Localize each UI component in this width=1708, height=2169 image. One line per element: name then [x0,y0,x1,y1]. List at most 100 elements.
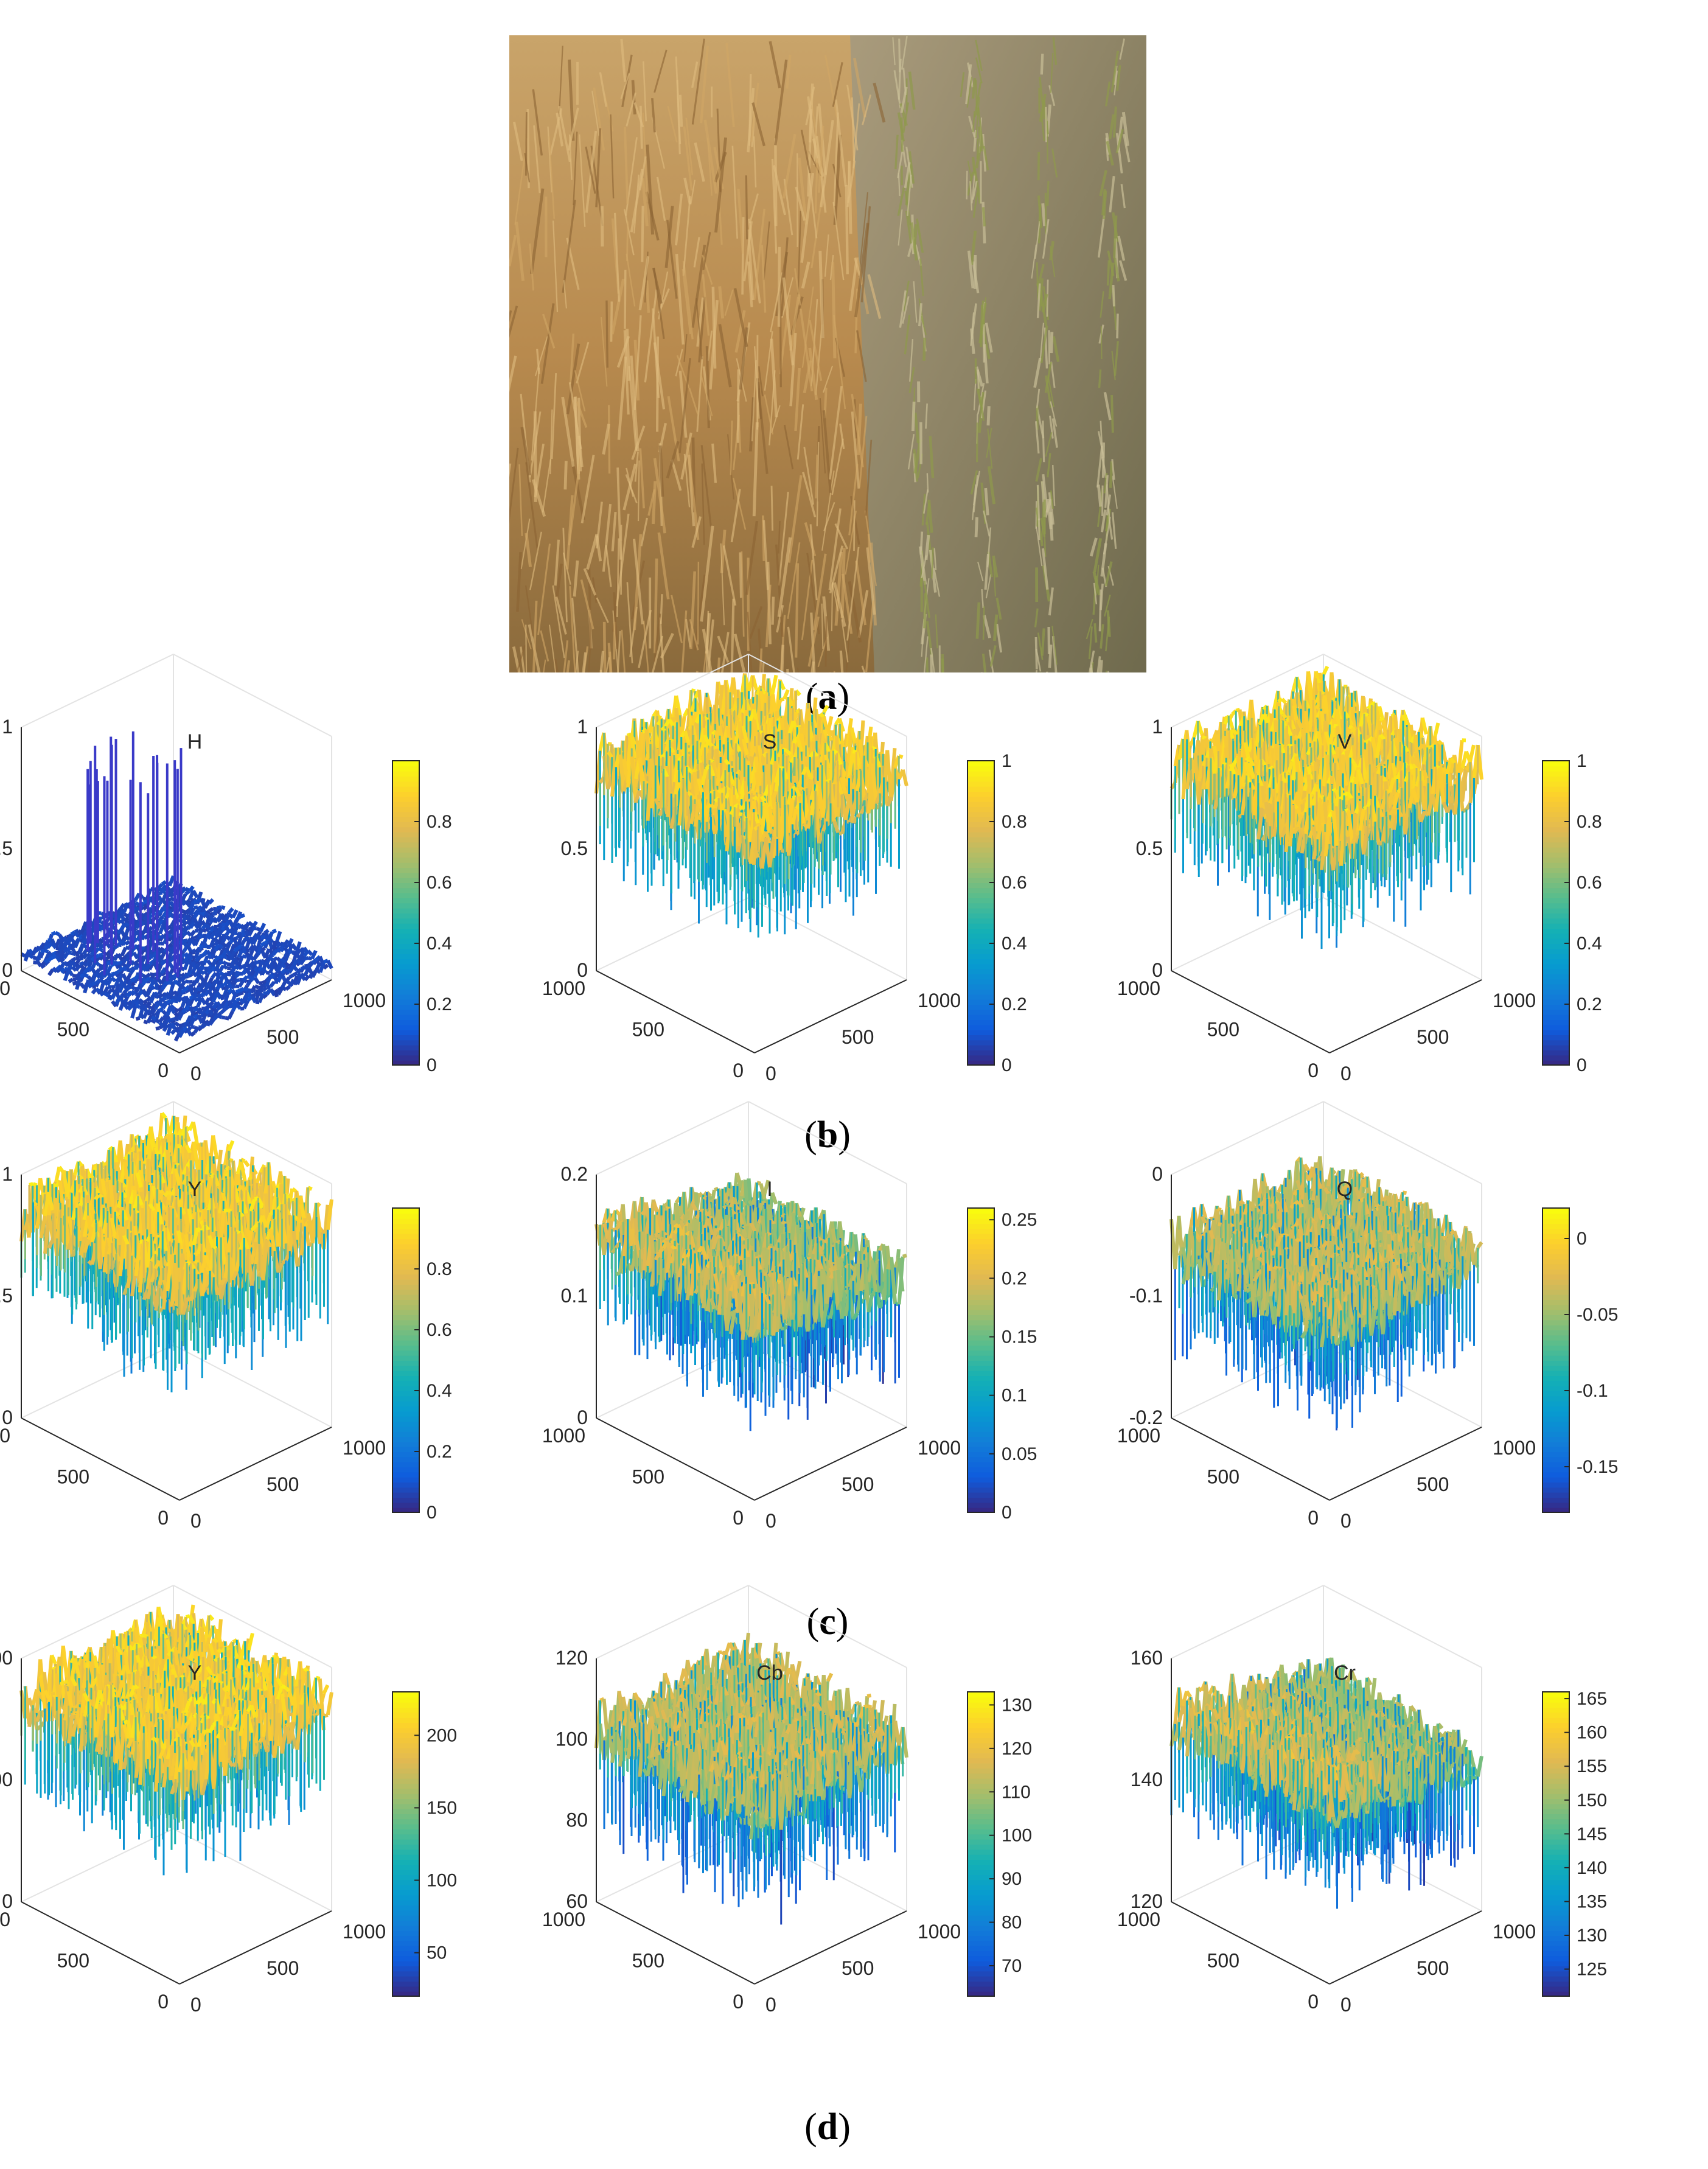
colorbar-tick-label: 0.15 [1002,1327,1037,1347]
colorbar: 0 0.05 0.1 0.15 0.2 0.25 [967,1207,1037,1523]
x-tick-label: 500 [1417,1473,1449,1495]
plot-title: Y [188,1661,202,1685]
y-tick-label: 0 [158,1060,169,1081]
colorbar-tick-label: 140 [1577,1858,1607,1878]
colorbar-tick-label: 0 [1577,1229,1587,1249]
x-tick-label: 500 [267,1473,299,1495]
y-tick-label: 0 [1308,1991,1319,2013]
colorbar-tick-label: 0.2 [1002,994,1027,1015]
surface-mesh [1169,1657,1483,1909]
surface-mesh [1169,1156,1483,1431]
z-tick-label: 0 [577,1406,588,1428]
surface-plot-cb: 60 80 100 120 0 500 1000 0 500 1000 Cb 70 80 90 100 110… [542,1585,1104,2045]
y-tick-label: 500 [57,1466,89,1488]
z-tick-label: 1 [1152,716,1163,738]
axis-lines [21,1658,332,1985]
colorbar-tick-label: 135 [1577,1891,1607,1912]
z-tick-label: 100 [556,1728,588,1750]
plot-svg: 1201401600500100005001000Cr1251301351401… [1117,1585,1607,2016]
x-tick-label: 1000 [918,990,961,1011]
colorbar-tick-label: 0 [1577,1055,1587,1075]
z-tick-label: 0.5 [1136,837,1163,859]
z-tick-label: 0 [2,959,13,981]
x-tick-label: 0 [765,1994,776,2016]
colorbar-tick-label: 120 [1002,1739,1032,1759]
z-tick-label: 0.5 [0,1285,13,1307]
plot-svg: -0.2-0.100500100005001000Q-0.15-0.1-0.05… [1117,1101,1618,1532]
surface-plot-v: 0 0.5 1 0 500 1000 0 500 1000 V 0 0.2 0.4 0.6 0.8 1 [1117,654,1679,1114]
plot-title: V [1338,730,1352,753]
x-tick-label: 0 [1340,1510,1351,1532]
z-tick-label: 0 [577,959,588,981]
colorbar-tick-label: 100 [427,1871,457,1891]
colorbar-tick-label: 200 [427,1725,457,1745]
colorbar-tick-label: 0.2 [1577,994,1602,1015]
colorbar: 0 0.2 0.4 0.6 0.8 [392,1207,452,1523]
surface-plot-s: 0 0.5 1 0 500 1000 0 500 1000 S 0 0.2 0.4 0.6 0.8 1 [542,654,1104,1114]
plot-svg: 00.10.20500100005001000I00.050.10.150.20… [542,1101,1037,1532]
y-tick-label: 1000 [1117,977,1160,999]
y-tick-label: 1000 [0,1909,10,1930]
y-tick-label: 1000 [1117,1909,1160,1930]
plot-svg: 60 80 100 120 0 500 1000 0 500 1000 Cb 70 80 90 100 110… [542,1585,1032,2016]
colorbar-tick-label: 0.8 [1002,812,1027,832]
y-tick-label: 0 [733,1991,744,2013]
x-tick-label: 0 [765,1510,776,1532]
colorbar-tick-label: 0 [1002,1503,1012,1523]
colorbar-tick-label: 0.4 [427,1381,452,1401]
x-tick-label: 500 [267,1026,299,1048]
x-tick-label: 0 [1340,1994,1351,2016]
rice-field-photo [509,35,1146,672]
surface-plot-y: 00.510500100005001000Y00.20.40.60.8 [0,1101,529,1561]
colorbar-tick-label: 155 [1577,1756,1607,1776]
colorbar-tick-label: 165 [1577,1689,1607,1709]
colorbar: 125 130 135 140 145 150 155 160 165 [1542,1689,1607,1997]
plot-title: Y [188,1178,202,1201]
colorbar-tick-label: 0 [427,1503,437,1523]
z-tick-label: 0 [1152,1163,1163,1185]
surface-mesh [594,673,908,938]
y-tick-label: 0 [1308,1507,1319,1529]
x-tick-label: 1000 [343,1921,386,1943]
x-tick-label: 1000 [343,990,386,1011]
colorbar-tick-label: 0.05 [1002,1444,1037,1464]
y-tick-label: 0 [158,1991,169,2013]
surface-mesh [19,1112,333,1392]
x-tick-label: 1000 [1493,1437,1536,1459]
colorbar-tick-label: 0.4 [427,934,452,954]
colorbar-tick-label: 90 [1002,1869,1022,1889]
x-tick-label: 0 [1340,1063,1351,1084]
y-tick-label: 500 [1207,1466,1239,1488]
colorbar-tick-label: 0.8 [427,812,452,832]
z-tick-label: 0 [2,1406,13,1428]
colorbar-tick-label: 0.6 [427,873,452,893]
axis-lines [1171,1175,1482,1501]
colorbar-tick-label: 0.25 [1002,1210,1037,1230]
colorbar-tick-label: 130 [1002,1695,1032,1715]
x-tick-label: 500 [267,1957,299,1979]
z-tick-label: 1 [2,1163,13,1185]
colorbar-tick-label: 150 [1577,1790,1607,1811]
axis-lines [21,727,332,1053]
surface-mesh [594,1172,907,1431]
y-tick-label: 500 [57,1019,89,1041]
x-tick-label: 1000 [343,1437,386,1459]
colorbar-tick-label: 0.8 [1577,812,1602,832]
colorbar-tick-label: 150 [427,1798,457,1818]
rice-field-photo-icon [509,35,1146,672]
axis-lines [21,1175,332,1501]
y-tick-label: 500 [57,1950,89,1972]
colorbar-tick-label: 0.6 [1577,873,1602,893]
plot-svg: 00.510500100005001000H00.20.40.60.8 [0,654,452,1084]
axis-lines [596,1658,907,1985]
z-tick-label: 0 [1152,959,1163,981]
z-tick-label: 140 [1131,1769,1163,1790]
z-tick-label: 200 [0,1647,13,1669]
colorbar-tick-label: -0.15 [1577,1457,1618,1477]
x-tick-label: 1000 [1493,990,1536,1011]
surface-plot-i: 0 0.1 0.2 0 500 1000 0 500 1000 I 0 0.05 0.1 0.15 0.2 0… [542,1101,1104,1561]
axis-lines [596,1175,907,1501]
colorbar-tick-label: 0 [1002,1055,1012,1075]
plot-title: I [767,1178,772,1201]
colorbar-tick-label: 0 [427,1055,437,1075]
